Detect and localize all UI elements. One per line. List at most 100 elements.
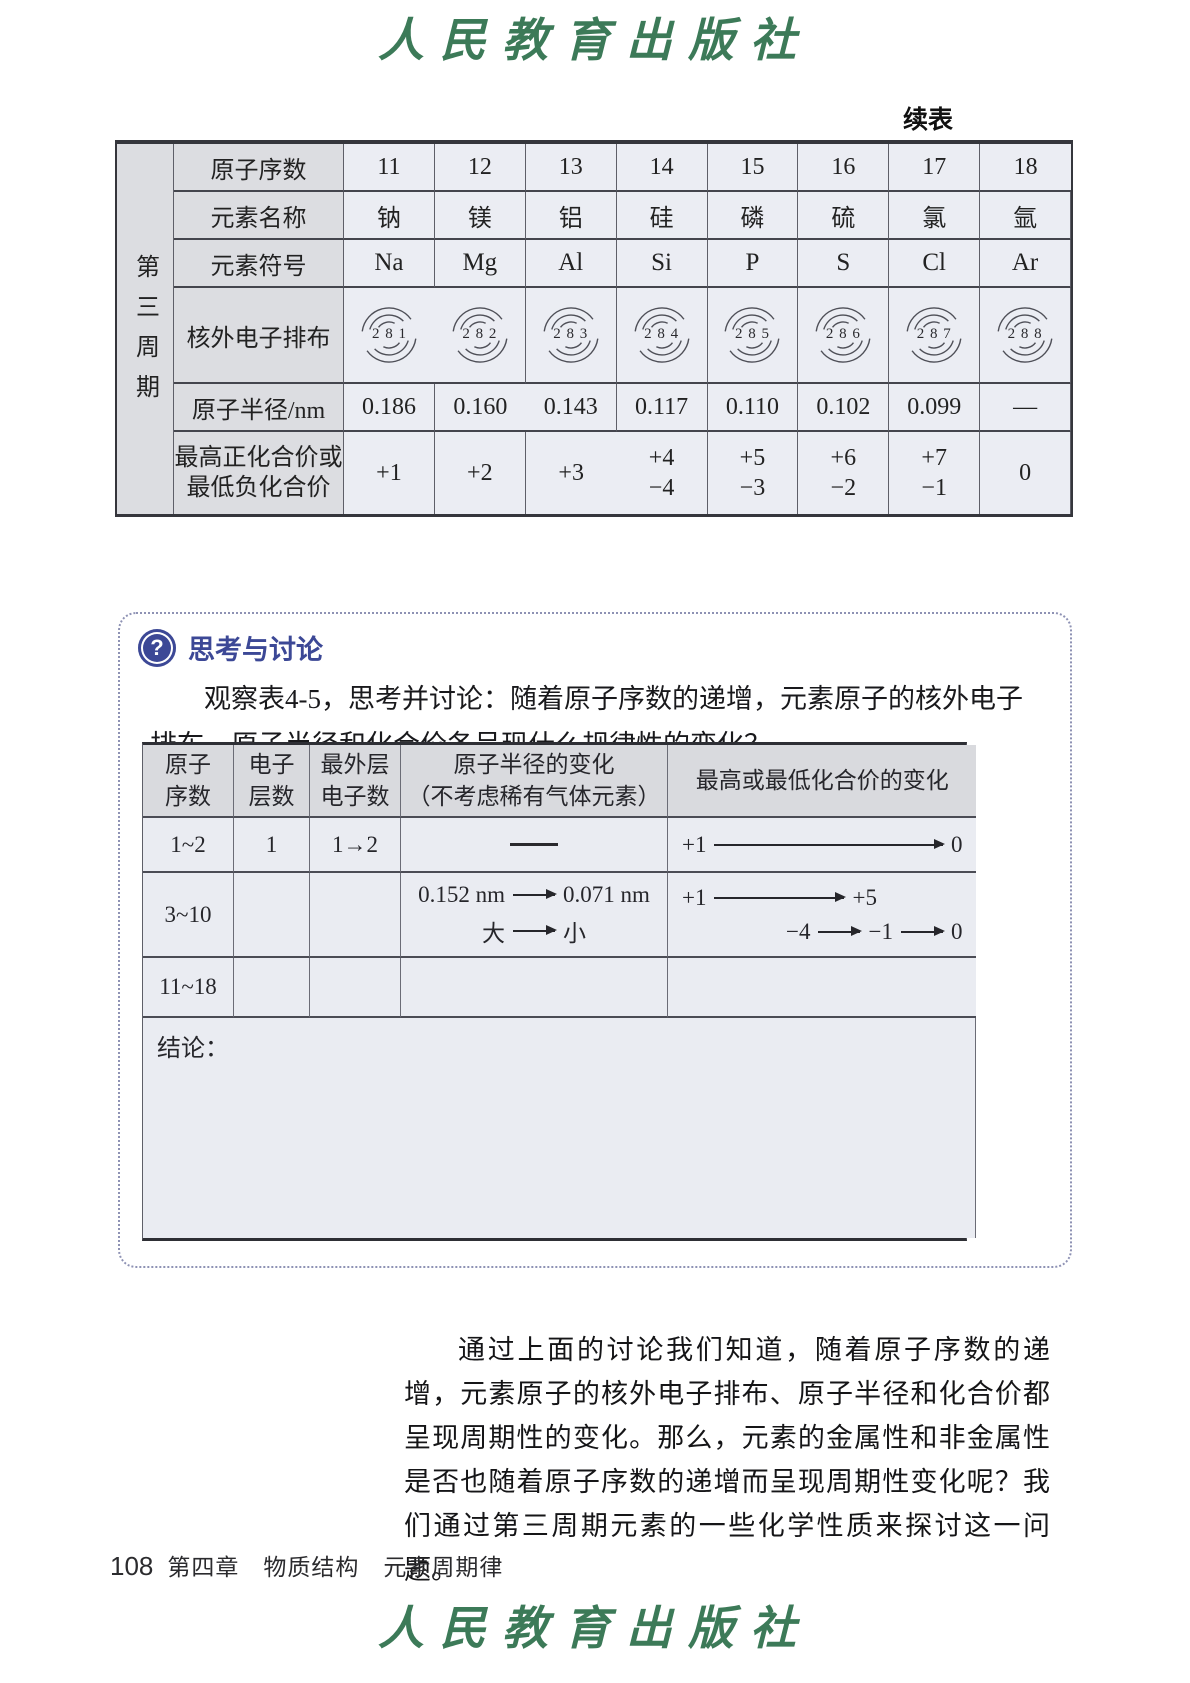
radius-change-cell: [401, 958, 668, 1018]
atomic-number: 14: [616, 144, 708, 192]
discussion-header: ? 思考与讨论: [138, 628, 323, 667]
valence-bottom: −4: [648, 474, 675, 501]
element-name: 铝: [525, 192, 617, 240]
valence-from: +1: [682, 884, 707, 910]
header-radius-change: 原子半径的变化 （不考虑稀有气体元素）: [401, 745, 668, 818]
outer-electrons-cell: [310, 958, 401, 1018]
shell-electron-counts: 2 8 8: [1007, 325, 1043, 342]
right-arrow: [900, 925, 945, 936]
element-symbol: Al: [525, 240, 617, 288]
electron-config: 2 8 3: [525, 288, 617, 384]
header-atomic-number: 原子 序数: [143, 745, 234, 818]
row-label-electron-config: 核外电子排布: [174, 288, 344, 384]
atomic-radius: 0.102: [798, 384, 890, 432]
range-cell: 1~2: [143, 818, 234, 873]
shells-cell: 1: [234, 818, 310, 873]
shell-electron-counts: 2 8 2: [462, 325, 498, 342]
header-line: 序数: [165, 783, 211, 809]
header-line: 层数: [248, 783, 295, 809]
valence-top: 0: [1019, 459, 1032, 486]
discussion-title: 思考与讨论: [188, 635, 323, 665]
shell-electron-counts: 2 8 3: [553, 325, 589, 342]
electron-config: 2 8 7: [889, 288, 981, 384]
atomic-radius: 0.186: [344, 384, 435, 432]
header-line: 最外层: [320, 751, 390, 777]
right-arrow: [714, 838, 946, 849]
element-name: 镁: [434, 192, 526, 240]
valence-bottom: −1: [921, 474, 947, 501]
period-label: 第三周期: [117, 144, 174, 514]
chapter-title: 第四章 物质结构 元素周期律: [167, 1555, 504, 1580]
row-label-valence: 最高正化合价或 最低负化合价: [174, 432, 344, 514]
conclusion-cell: 结论：: [143, 1018, 977, 1238]
think-and-discuss-box: ? 思考与讨论 观察表4-5，思考并讨论：随着原子序数的递增，元素原子的核外电子…: [118, 612, 1072, 1268]
electron-shell-arcs-icon: [452, 307, 508, 363]
page-number: 108: [110, 1551, 154, 1581]
row-label-atomic-radius: 原子半径/nm: [174, 384, 344, 432]
radius-from: 0.152 nm: [418, 881, 505, 907]
valence-top: +4: [648, 444, 675, 471]
header-line: （不考虑稀有气体元素）: [407, 783, 661, 809]
electron-shell-arcs-icon: [906, 307, 962, 363]
valence-label-line1: 最高正化合价或: [174, 445, 343, 471]
radius-dash: [510, 843, 558, 846]
electron-config: 2 8 1: [344, 288, 435, 384]
right-arrow: [818, 925, 863, 936]
electron-shell-arcs-icon: [724, 307, 780, 363]
radius-change-cell: [401, 818, 668, 873]
element-name: 硅: [616, 192, 708, 240]
shell-electron-counts: 2 8 4: [644, 325, 680, 342]
valence-top: +7: [921, 444, 947, 471]
header-line: 电子: [248, 751, 295, 777]
atomic-radius: 0.143: [525, 384, 617, 432]
shells-cell: [234, 873, 310, 958]
element-name: 钠: [344, 192, 435, 240]
valence: +6 −2: [798, 432, 890, 514]
header-valence-change: 最高或最低化合价的变化: [668, 745, 977, 818]
valence: +5 −3: [707, 432, 799, 514]
continued-table-label: 续表: [903, 107, 954, 134]
valence: +4 −4: [616, 432, 708, 514]
radius-to: 0.071 nm: [563, 881, 650, 907]
valence-to: +5: [852, 884, 877, 910]
element-symbol: Ar: [980, 240, 1071, 288]
atomic-radius: 0.160: [434, 384, 526, 432]
atomic-number: 13: [525, 144, 617, 192]
header-line: 原子: [165, 751, 211, 777]
valence-change-cell: +1 0: [668, 818, 977, 873]
electron-shell-arcs-icon: [361, 307, 417, 363]
element-symbol: Cl: [889, 240, 981, 288]
electron-shell-arcs-icon: [815, 307, 871, 363]
electron-config: 2 8 4: [616, 288, 708, 384]
header-shell-count: 电子 层数: [234, 745, 310, 818]
valence: +3: [525, 432, 617, 514]
size-to: 小: [563, 920, 586, 946]
outer-electrons-cell: [310, 873, 401, 958]
atomic-number: 17: [889, 144, 981, 192]
shell-electron-counts: 2 8 5: [734, 325, 770, 342]
valence-top: +5: [739, 444, 766, 471]
range-cell: 3~10: [143, 873, 234, 958]
valence: +2: [434, 432, 526, 514]
publisher-logo-top: 人民教育出版社: [378, 15, 812, 66]
atomic-number: 12: [434, 144, 526, 192]
size-from: 大: [482, 920, 505, 946]
row-label-element-name: 元素名称: [174, 192, 344, 240]
valence-top: +6: [830, 444, 857, 471]
right-arrow: [513, 924, 557, 935]
outer-electrons-cell: 1→2: [310, 818, 401, 873]
row-label-element-symbol: 元素符号: [174, 240, 344, 288]
element-name: 氯: [889, 192, 981, 240]
atomic-number: 15: [707, 144, 799, 192]
element-symbol: Si: [616, 240, 708, 288]
valence-from: +1: [682, 831, 707, 857]
valence-bottom: −3: [739, 474, 766, 501]
atomic-radius: 0.099: [889, 384, 981, 432]
element-name: 硫: [798, 192, 890, 240]
atomic-number: 11: [344, 144, 435, 192]
discussion-table: 原子 序数 电子 层数 最外层 电子数 原子半径的变化 （不考虑稀有气体元素） …: [142, 742, 977, 1241]
valence-b: −1: [868, 918, 893, 944]
row-label-atomic-number: 原子序数: [174, 144, 344, 192]
element-symbol: Na: [344, 240, 435, 288]
atomic-radius: 0.110: [707, 384, 799, 432]
